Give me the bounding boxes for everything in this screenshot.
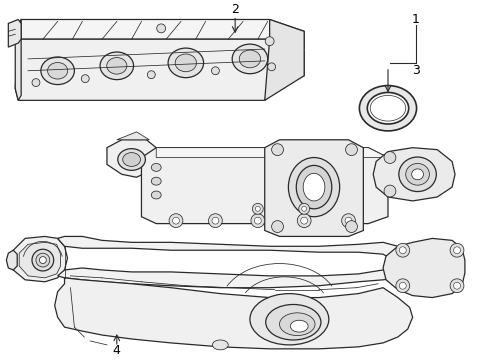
Ellipse shape [118, 149, 146, 170]
Ellipse shape [279, 313, 315, 336]
Ellipse shape [232, 44, 268, 74]
Circle shape [212, 67, 220, 75]
Polygon shape [117, 132, 149, 140]
Circle shape [345, 221, 357, 233]
Ellipse shape [151, 191, 161, 199]
Circle shape [384, 152, 396, 163]
Circle shape [302, 206, 307, 211]
Circle shape [265, 37, 274, 46]
Polygon shape [156, 148, 388, 158]
Text: 4: 4 [113, 344, 121, 357]
Circle shape [399, 247, 406, 254]
Circle shape [81, 75, 89, 82]
Ellipse shape [48, 63, 68, 79]
Circle shape [212, 217, 219, 224]
Ellipse shape [213, 340, 228, 350]
Circle shape [450, 243, 464, 257]
Polygon shape [18, 19, 304, 49]
Circle shape [252, 203, 263, 214]
Text: 1: 1 [412, 13, 419, 26]
Circle shape [450, 279, 464, 293]
Text: 2: 2 [231, 3, 239, 16]
Polygon shape [265, 140, 363, 237]
Ellipse shape [399, 157, 436, 192]
Circle shape [396, 243, 410, 257]
Polygon shape [55, 278, 413, 349]
Circle shape [32, 78, 40, 86]
Ellipse shape [412, 169, 423, 180]
Ellipse shape [107, 58, 127, 74]
Circle shape [396, 279, 410, 293]
Circle shape [255, 206, 260, 211]
Circle shape [271, 221, 283, 233]
Ellipse shape [239, 50, 261, 68]
Ellipse shape [39, 257, 46, 264]
Circle shape [251, 214, 265, 228]
Ellipse shape [359, 86, 416, 131]
Circle shape [301, 217, 308, 224]
Ellipse shape [32, 249, 54, 271]
Circle shape [297, 214, 311, 228]
Polygon shape [58, 237, 413, 288]
Circle shape [454, 247, 461, 254]
Polygon shape [19, 242, 61, 278]
Ellipse shape [250, 294, 329, 345]
Ellipse shape [296, 166, 332, 209]
Polygon shape [142, 148, 388, 224]
Circle shape [454, 282, 461, 289]
Ellipse shape [41, 57, 74, 85]
Circle shape [268, 63, 275, 71]
Circle shape [271, 144, 283, 156]
Polygon shape [383, 238, 465, 298]
Polygon shape [373, 148, 455, 201]
Ellipse shape [406, 163, 429, 185]
Circle shape [299, 203, 310, 214]
Polygon shape [15, 30, 304, 100]
Circle shape [147, 71, 155, 78]
Circle shape [384, 185, 396, 197]
Polygon shape [13, 237, 68, 282]
Polygon shape [107, 140, 156, 177]
Ellipse shape [151, 177, 161, 185]
Ellipse shape [151, 163, 161, 171]
Ellipse shape [289, 158, 340, 217]
Ellipse shape [168, 48, 203, 78]
Ellipse shape [291, 320, 308, 332]
Circle shape [399, 282, 406, 289]
Circle shape [345, 217, 352, 224]
Ellipse shape [122, 153, 141, 166]
Polygon shape [8, 19, 21, 47]
Circle shape [169, 214, 183, 228]
Circle shape [342, 214, 355, 228]
Ellipse shape [100, 52, 134, 80]
Text: 3: 3 [412, 64, 419, 77]
Polygon shape [15, 19, 21, 100]
Polygon shape [265, 19, 304, 100]
Circle shape [345, 144, 357, 156]
Ellipse shape [368, 93, 409, 124]
Ellipse shape [36, 253, 50, 267]
Circle shape [209, 214, 222, 228]
Ellipse shape [370, 95, 406, 121]
Ellipse shape [175, 54, 196, 72]
Circle shape [172, 217, 179, 224]
Polygon shape [6, 250, 17, 270]
Circle shape [254, 217, 261, 224]
Ellipse shape [303, 173, 325, 201]
Circle shape [157, 24, 166, 33]
Ellipse shape [266, 305, 321, 340]
